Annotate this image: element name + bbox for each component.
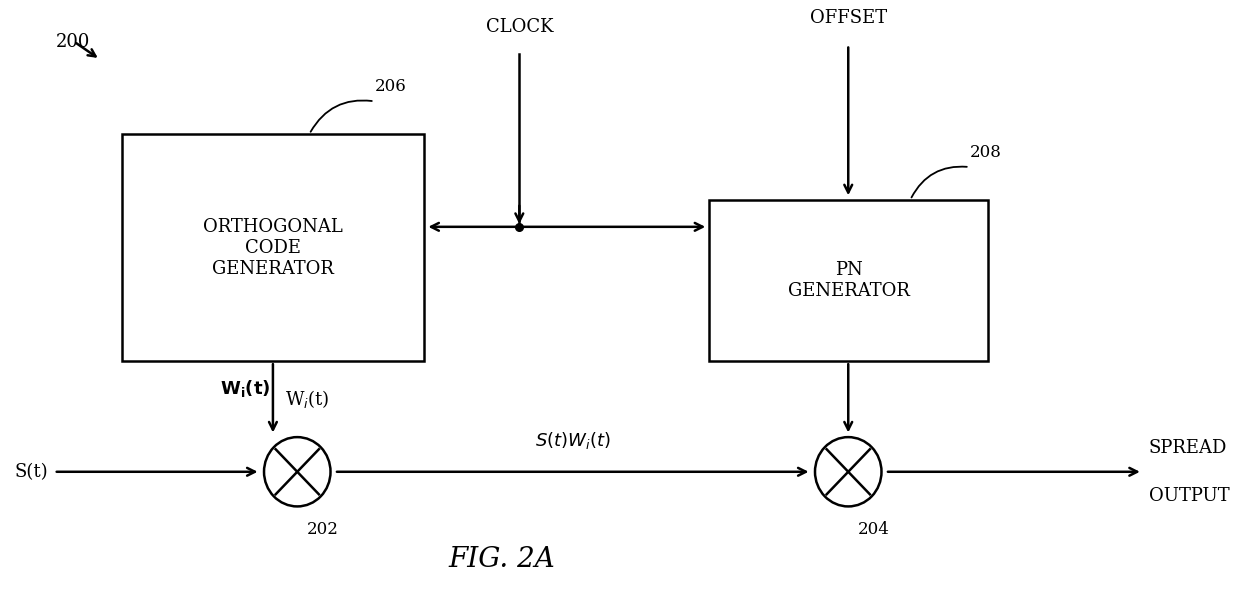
Text: $\mathbf{W_i(t)}$: $\mathbf{W_i(t)}$ <box>219 377 270 399</box>
Ellipse shape <box>815 437 882 507</box>
Text: PN
GENERATOR: PN GENERATOR <box>787 261 910 300</box>
Text: FIG. 2A: FIG. 2A <box>448 546 554 573</box>
Text: OFFSET: OFFSET <box>810 8 887 27</box>
Text: S(t): S(t) <box>15 463 48 481</box>
Text: W$_i$(t): W$_i$(t) <box>285 388 330 410</box>
Text: 204: 204 <box>858 522 890 538</box>
Text: 200: 200 <box>56 33 91 51</box>
Text: $S(t)W_i(t)$: $S(t)W_i(t)$ <box>534 430 610 451</box>
Text: 202: 202 <box>308 522 339 538</box>
Text: ORTHOGONAL
CODE
GENERATOR: ORTHOGONAL CODE GENERATOR <box>203 218 342 277</box>
Text: SPREAD: SPREAD <box>1148 439 1228 457</box>
Text: 208: 208 <box>970 144 1002 161</box>
Bar <box>709 200 988 361</box>
Text: CLOCK: CLOCK <box>486 17 553 36</box>
Bar <box>122 134 424 361</box>
Text: 206: 206 <box>374 78 407 95</box>
Text: OUTPUT: OUTPUT <box>1148 487 1229 505</box>
Ellipse shape <box>264 437 331 507</box>
